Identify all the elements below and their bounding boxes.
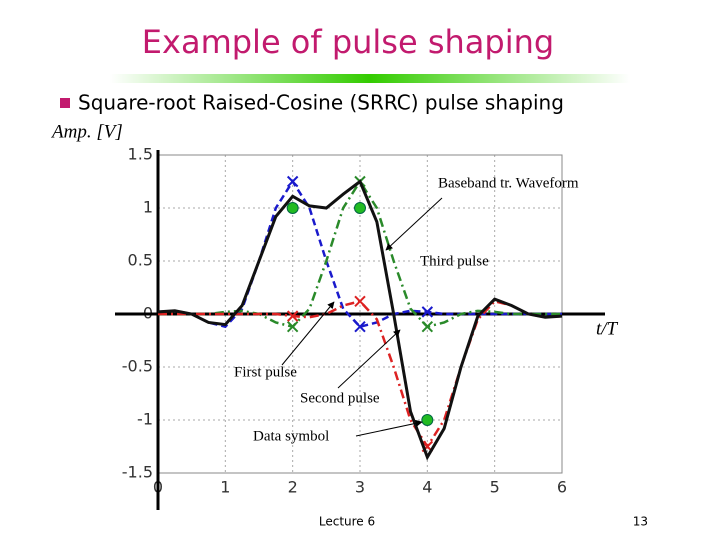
y-tick-label: 1	[143, 198, 153, 217]
annotations: Baseband tr. Waveform Third pulse First …	[234, 175, 579, 444]
x-tick-label: 3	[355, 478, 365, 497]
bullet-icon	[60, 98, 70, 108]
page-number: 13	[633, 515, 648, 529]
annotation: Data symbol	[253, 428, 329, 444]
cross-marker	[354, 321, 366, 333]
y-axis-label: Amp. [V]	[50, 121, 123, 142]
arrow	[355, 419, 423, 437]
slide-title: Example of pulse shaping	[142, 23, 554, 61]
y-tick-label: -1	[137, 410, 153, 429]
series-line	[157, 179, 563, 461]
cross-marker	[421, 321, 434, 333]
arrow	[385, 197, 443, 251]
y-tick-label: -1.5	[122, 463, 153, 482]
annotation: Second pulse	[300, 390, 380, 406]
x-tick-label: 6	[557, 478, 567, 497]
data-symbol	[286, 202, 299, 214]
cross-marker	[286, 310, 299, 322]
x-tick-label: 5	[490, 478, 500, 497]
cross-marker	[421, 306, 434, 318]
data-symbol	[421, 414, 434, 426]
x-axis-label: t/T	[596, 318, 619, 339]
cross-marker	[354, 295, 366, 307]
annotation: Third pulse	[420, 253, 489, 269]
x-tick-label: 1	[220, 478, 230, 497]
y-tick-label: -0.5	[122, 357, 153, 376]
series-line	[157, 179, 562, 329]
cross-marker	[286, 321, 299, 333]
y-tick-label: 0.5	[128, 251, 153, 270]
footer: Lecture 6	[319, 515, 375, 529]
arrow	[337, 329, 401, 389]
cross-marker	[286, 175, 299, 188]
title-underline	[110, 74, 630, 83]
annotation: First pulse	[234, 364, 297, 380]
y-tick-label: 1.5	[128, 145, 153, 164]
arrow	[281, 301, 335, 366]
x-tick-label: 4	[422, 478, 432, 497]
plot: 1.510.50-0.5-1-1.50123456	[115, 145, 605, 510]
x-tick-label: 2	[288, 478, 298, 497]
annotation: Baseband tr. Waveform	[438, 175, 579, 191]
data-symbol	[354, 202, 366, 214]
bullet-text: Square-root Raised-Cosine (SRRC) pulse s…	[78, 91, 564, 115]
